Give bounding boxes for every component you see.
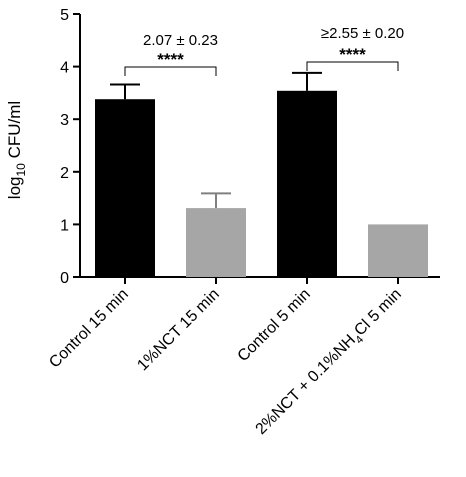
bars xyxy=(95,90,428,278)
significance-bracket xyxy=(124,66,217,76)
difference-label: 2.07 ± 0.23 xyxy=(143,32,218,49)
y-tick-label: 2 xyxy=(60,165,69,182)
annotations: ****2.07 ± 0.23****≥2.55 ± 0.20 xyxy=(124,25,404,76)
x-tick-label: Control 5 min xyxy=(235,286,314,365)
bar xyxy=(186,208,246,277)
bar xyxy=(368,224,428,277)
y-tick-label: 4 xyxy=(60,60,69,77)
x-tick-labels: Control 15 min 1%NCT 15 min Control 5 min2… xyxy=(46,286,408,441)
y-axis-label: log10 CFU/ml xyxy=(5,101,28,199)
y-tick-label: 3 xyxy=(60,112,69,129)
x-tick-label: 1%NCT 15 min xyxy=(134,286,223,375)
y-tick-label: 1 xyxy=(60,217,69,234)
x-tick-label: Control 15 min xyxy=(46,286,132,372)
significance-stars: **** xyxy=(157,50,184,69)
bar xyxy=(95,99,155,277)
y-tick-label: 5 xyxy=(60,7,69,24)
error-bars xyxy=(110,71,322,209)
y-tick-label: 0 xyxy=(60,270,69,287)
bar xyxy=(277,90,337,278)
x-tick-label: 2%NCT + 0.1%NH4Cl 5 min xyxy=(253,286,408,441)
significance-stars: **** xyxy=(339,45,366,64)
difference-label: ≥2.55 ± 0.20 xyxy=(321,25,404,42)
significance-bracket xyxy=(306,61,399,71)
